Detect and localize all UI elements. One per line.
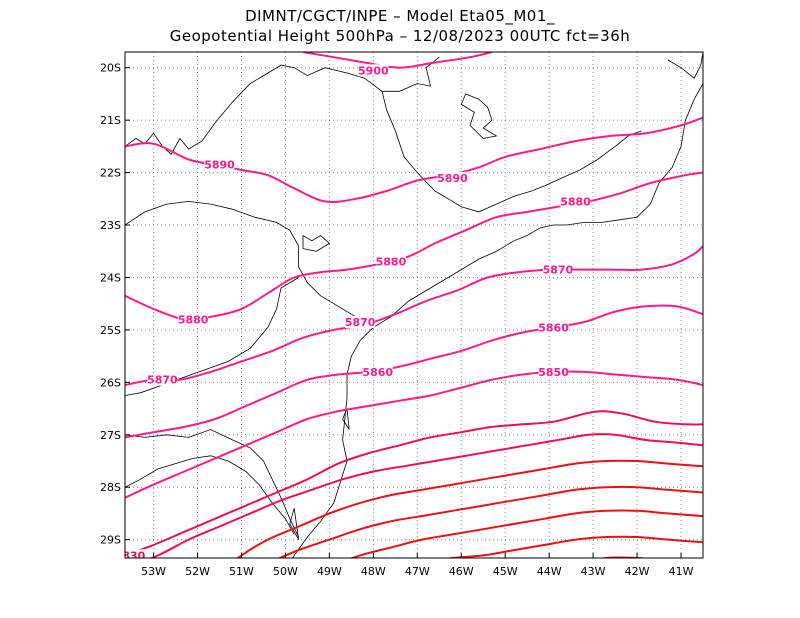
boundary-line <box>292 327 374 558</box>
contour-label: 5880 <box>178 313 209 326</box>
boundary-line <box>381 91 642 213</box>
contour-line-5880 <box>125 171 703 321</box>
contour-label: 830 <box>122 549 145 562</box>
x-tick-label: 49W <box>317 565 342 578</box>
contour-line-5810 <box>277 485 703 558</box>
x-tick-label: 45W <box>493 565 518 578</box>
contour-label-bg <box>204 158 235 171</box>
y-tick-label: 24S <box>100 271 121 284</box>
contour-label-bg <box>538 321 569 334</box>
contour-label: 5870 <box>543 264 574 277</box>
contour-lines <box>125 52 703 558</box>
x-tick-label: 46W <box>449 565 474 578</box>
y-tick-label: 26S <box>100 376 121 389</box>
contour-line-5870 <box>125 245 703 386</box>
contour-label-bg <box>362 365 393 378</box>
boundary-line <box>373 83 703 328</box>
boundary-line <box>125 455 295 535</box>
contour-line-5900 <box>302 52 493 69</box>
y-axis: 20S 21S 22S 23S 24S 25S 26S 27S 28S 29S <box>100 62 130 547</box>
grid-lines <box>125 52 703 558</box>
contour-label-bg <box>560 195 591 208</box>
lake-outline <box>342 408 350 430</box>
contour-label: 5850 <box>538 366 569 379</box>
contour-label: 5860 <box>538 321 569 334</box>
contour-label-bg <box>147 373 178 386</box>
x-tick-label: 47W <box>405 565 430 578</box>
contour-label: 5870 <box>345 316 376 329</box>
boundary-line <box>667 52 703 79</box>
boundary-line <box>125 277 299 396</box>
contour-label: 5870 <box>147 374 178 387</box>
y-tick-label: 21S <box>100 114 121 127</box>
title-line-2: Geopotential Height 500hPa – 12/08/2023 … <box>169 27 631 45</box>
contour-label: 5900 <box>358 64 389 77</box>
x-tick-label: 43W <box>581 565 606 578</box>
y-tick-label: 22S <box>100 167 121 180</box>
contour-line-5780 <box>598 556 651 558</box>
y-tick-label: 28S <box>100 481 121 494</box>
contour-line-5830 <box>149 433 703 558</box>
lake-outline <box>289 508 299 540</box>
x-tick-label: 44W <box>537 565 562 578</box>
y-tick-label: 27S <box>100 429 121 442</box>
y-tick-label: 25S <box>100 324 121 337</box>
contour-line-5840 <box>125 410 703 557</box>
contour-label-bg <box>375 255 406 268</box>
boundary-line <box>125 64 431 155</box>
contour-label-bg <box>178 313 209 326</box>
y-tick-label: 23S <box>100 219 121 232</box>
boundary-line <box>125 200 374 328</box>
contour-line-5790 <box>445 535 703 558</box>
x-tick-label: 53W <box>141 565 166 578</box>
contour-label-bg <box>437 171 468 184</box>
contour-line-5820 <box>236 459 703 558</box>
contour-labels: 5900 5890 5890 5880 5880 5880 5870 5870 5870 5860… <box>122 64 591 562</box>
contour-label: 5880 <box>376 256 407 269</box>
plot-frame <box>124 51 704 559</box>
x-tick-label: 41W <box>669 565 694 578</box>
contour-label: 5880 <box>560 195 591 208</box>
contour-line-5860 <box>125 304 703 439</box>
y-tick-label: 20S <box>100 62 121 75</box>
x-tick-label: 51W <box>229 565 254 578</box>
y-tick-label: 29S <box>100 534 121 547</box>
x-tick-label: 50W <box>273 565 298 578</box>
contour-label-bg <box>125 549 146 558</box>
contour-label: 5860 <box>362 366 393 379</box>
boundary-line <box>125 429 299 538</box>
x-tick-label: 48W <box>361 565 386 578</box>
x-tick-label: 52W <box>185 565 210 578</box>
boundary-line <box>425 56 440 87</box>
contour-line-5800 <box>348 509 703 558</box>
contour-label-bg <box>542 263 573 276</box>
title-line-1: DIMNT/CGCT/INPE – Model Eta05_M01_ <box>245 7 555 25</box>
contour-label-bg <box>345 316 376 329</box>
contour-label-bg <box>358 64 389 77</box>
lake-outline <box>302 235 331 252</box>
contour-label-bg <box>538 365 569 378</box>
x-tick-label: 42W <box>625 565 650 578</box>
contour-label: 5890 <box>204 159 235 172</box>
lake-outline <box>460 93 498 139</box>
x-axis: 53W 52W 51W 50W 49W 48W 47W 46W 45W 44W 43W 42W 41W <box>141 553 694 578</box>
contour-line-5850 <box>125 370 703 499</box>
contour-label: 5890 <box>437 172 468 185</box>
map-boundaries <box>125 52 703 558</box>
